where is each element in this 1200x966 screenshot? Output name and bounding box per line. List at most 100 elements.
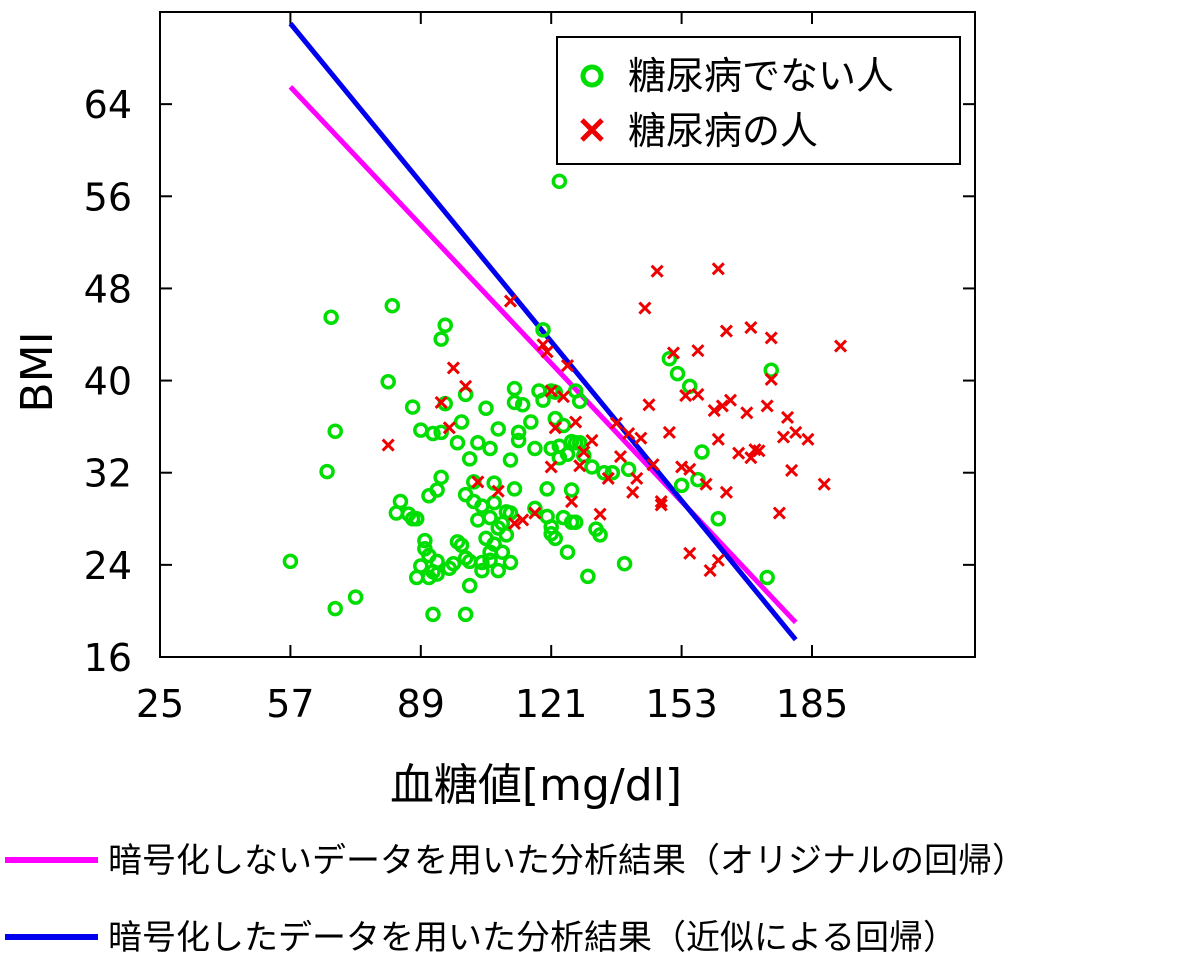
point-non-diabetic bbox=[413, 558, 429, 574]
point-diabetic bbox=[683, 546, 697, 560]
point-diabetic bbox=[434, 395, 448, 410]
point-non-diabetic bbox=[690, 471, 706, 488]
point-diabetic bbox=[609, 416, 623, 430]
y-tick-label: 56 bbox=[84, 175, 132, 219]
point-diabetic bbox=[560, 359, 575, 373]
data-points bbox=[282, 173, 848, 623]
point-non-diabetic bbox=[327, 423, 343, 439]
point-diabetic bbox=[585, 433, 599, 448]
legend-circle-marker bbox=[580, 64, 604, 88]
point-non-diabetic bbox=[669, 365, 686, 382]
point-diabetic bbox=[785, 463, 799, 477]
point-non-diabetic bbox=[506, 394, 523, 411]
point-non-diabetic bbox=[486, 536, 502, 552]
point-diabetic bbox=[740, 406, 754, 420]
point-non-diabetic bbox=[433, 469, 449, 486]
point-non-diabetic bbox=[437, 317, 453, 334]
point-diabetic bbox=[764, 331, 778, 345]
point-non-diabetic bbox=[482, 552, 498, 568]
legend: 糖尿病でない人 糖尿病の人 bbox=[556, 36, 961, 165]
y-axis-title: BMI bbox=[12, 331, 63, 412]
y-tick-label: 40 bbox=[84, 360, 132, 404]
point-diabetic bbox=[719, 324, 733, 338]
point-non-diabetic bbox=[616, 555, 633, 572]
point-diabetic bbox=[654, 498, 668, 512]
point-non-diabetic bbox=[571, 393, 588, 410]
point-non-diabetic bbox=[523, 414, 539, 430]
point-non-diabetic bbox=[559, 544, 576, 560]
x-tick-label: 89 bbox=[397, 682, 445, 726]
x-axis-title: 血糖値[mg/dl] bbox=[390, 760, 682, 811]
point-diabetic bbox=[776, 430, 791, 444]
point-non-diabetic bbox=[319, 463, 335, 480]
point-non-diabetic bbox=[327, 600, 343, 617]
point-non-diabetic bbox=[453, 414, 470, 430]
point-diabetic bbox=[723, 393, 738, 407]
point-diabetic bbox=[503, 294, 518, 308]
point-diabetic bbox=[691, 387, 705, 401]
point-non-diabetic bbox=[433, 424, 449, 441]
point-diabetic bbox=[528, 506, 542, 520]
point-non-diabetic bbox=[502, 554, 519, 571]
point-diabetic bbox=[536, 338, 550, 352]
point-non-diabetic bbox=[404, 399, 421, 415]
point-diabetic bbox=[699, 477, 713, 491]
key-label-approx: 暗号化したデータを用いた分析結果（近似による回帰） bbox=[108, 918, 957, 958]
x-axis-ticks: 25 57 89 121 153 185 bbox=[136, 12, 848, 726]
point-non-diabetic bbox=[417, 532, 433, 549]
point-diabetic bbox=[662, 425, 676, 439]
y-tick-label: 24 bbox=[84, 544, 132, 588]
point-non-diabetic bbox=[759, 569, 775, 586]
point-non-diabetic bbox=[580, 568, 596, 585]
y-tick-label: 32 bbox=[84, 452, 132, 496]
point-diabetic bbox=[711, 553, 725, 567]
x-tick-label: 185 bbox=[776, 682, 849, 726]
point-diabetic bbox=[732, 446, 746, 460]
point-non-diabetic bbox=[559, 446, 576, 463]
legend-x-marker bbox=[580, 118, 604, 142]
point-diabetic bbox=[650, 264, 664, 278]
point-diabetic bbox=[833, 339, 848, 353]
point-non-diabetic bbox=[490, 421, 506, 437]
point-non-diabetic bbox=[498, 527, 515, 543]
point-diabetic bbox=[471, 475, 485, 489]
x-tick-label: 121 bbox=[515, 682, 588, 726]
point-diabetic bbox=[569, 415, 583, 429]
point-diabetic bbox=[764, 372, 778, 386]
point-non-diabetic bbox=[596, 464, 612, 481]
point-diabetic bbox=[707, 403, 721, 418]
x-tick-label: 153 bbox=[645, 682, 718, 726]
regression-line-approx bbox=[288, 21, 798, 642]
point-non-diabetic bbox=[694, 444, 710, 460]
point-diabetic bbox=[772, 506, 786, 520]
point-non-diabetic bbox=[506, 481, 523, 497]
point-non-diabetic bbox=[461, 577, 478, 594]
point-diabetic bbox=[744, 321, 758, 335]
point-non-diabetic bbox=[510, 424, 527, 441]
point-diabetic bbox=[593, 507, 607, 521]
point-non-diabetic bbox=[425, 425, 441, 442]
point-non-diabetic bbox=[380, 373, 396, 390]
legend-label-non-diabetic: 糖尿病でない人 bbox=[628, 54, 894, 98]
point-non-diabetic bbox=[392, 493, 409, 510]
point-diabetic bbox=[613, 450, 628, 464]
point-non-diabetic bbox=[482, 440, 498, 457]
point-diabetic bbox=[601, 471, 615, 486]
point-diabetic bbox=[642, 398, 656, 412]
point-diabetic bbox=[544, 384, 558, 398]
point-non-diabetic bbox=[584, 459, 600, 475]
point-non-diabetic bbox=[457, 606, 474, 623]
point-diabetic bbox=[646, 458, 660, 472]
point-non-diabetic bbox=[445, 555, 462, 572]
point-non-diabetic bbox=[661, 350, 678, 367]
point-diabetic bbox=[459, 379, 473, 393]
point-non-diabetic bbox=[429, 566, 445, 582]
y-tick-label: 64 bbox=[84, 83, 132, 127]
point-diabetic bbox=[683, 462, 697, 476]
point-non-diabetic bbox=[474, 554, 490, 571]
point-non-diabetic bbox=[384, 297, 401, 314]
point-non-diabetic bbox=[567, 514, 584, 530]
point-non-diabetic bbox=[425, 606, 441, 623]
point-diabetic bbox=[752, 444, 766, 458]
